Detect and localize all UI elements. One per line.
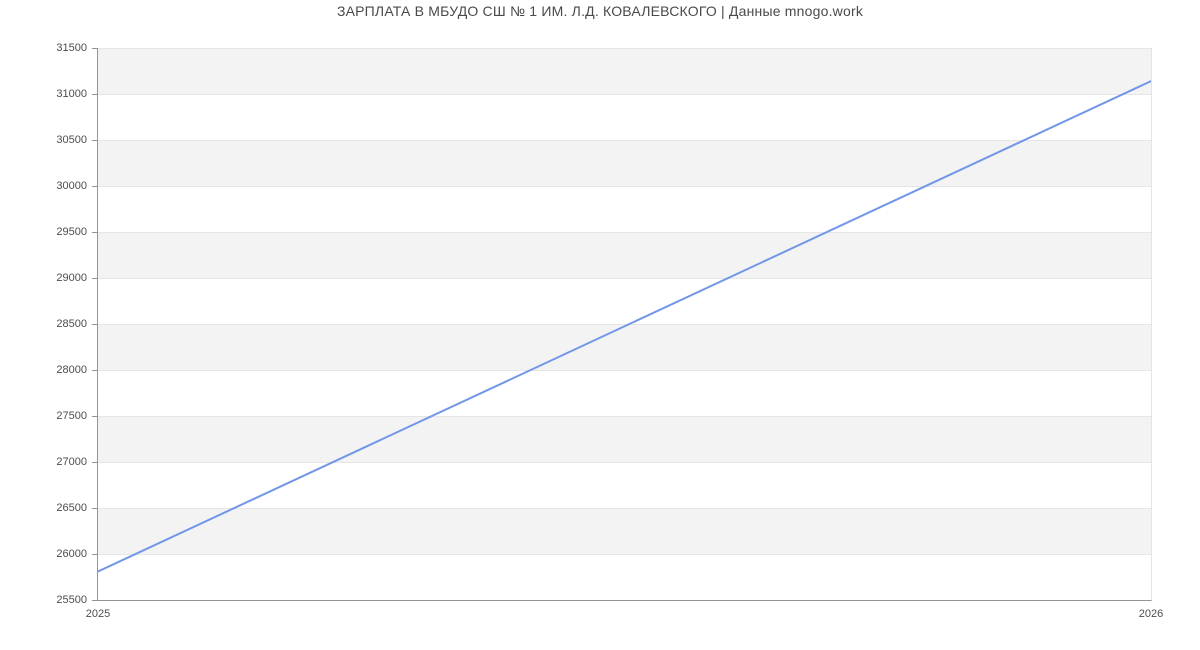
y-gridline bbox=[98, 140, 1151, 141]
background-band bbox=[98, 508, 1151, 554]
background-band bbox=[98, 278, 1151, 324]
y-tick-label: 25500 bbox=[56, 594, 87, 606]
y-tick-label: 26500 bbox=[56, 502, 87, 514]
y-gridline bbox=[98, 186, 1151, 187]
y-tick-mark bbox=[92, 462, 97, 463]
background-band bbox=[98, 416, 1151, 462]
y-tick-label: 28000 bbox=[56, 364, 87, 376]
y-gridline bbox=[98, 554, 1151, 555]
salary-line-series bbox=[98, 80, 1151, 573]
y-tick-mark bbox=[92, 324, 97, 325]
y-tick-mark bbox=[92, 416, 97, 417]
y-tick-label: 30000 bbox=[56, 180, 87, 192]
y-tick-mark bbox=[92, 370, 97, 371]
background-band bbox=[98, 554, 1151, 600]
y-tick-label: 29000 bbox=[56, 272, 87, 284]
y-gridline bbox=[98, 462, 1151, 463]
y-tick-mark bbox=[92, 140, 97, 141]
y-tick-mark bbox=[92, 508, 97, 509]
background-band bbox=[98, 462, 1151, 508]
background-band bbox=[98, 94, 1151, 140]
y-tick-mark bbox=[92, 600, 97, 601]
y-gridline bbox=[98, 416, 1151, 417]
background-band bbox=[98, 232, 1151, 278]
y-gridline bbox=[98, 324, 1151, 325]
y-gridline bbox=[98, 48, 1151, 49]
y-tick-mark bbox=[92, 48, 97, 49]
y-tick-label: 29500 bbox=[56, 226, 87, 238]
y-gridline bbox=[98, 232, 1151, 233]
background-band bbox=[98, 186, 1151, 232]
y-gridline bbox=[98, 370, 1151, 371]
y-tick-label: 27500 bbox=[56, 410, 87, 422]
y-tick-label: 27000 bbox=[56, 456, 87, 468]
y-gridline bbox=[98, 508, 1151, 509]
background-band bbox=[98, 48, 1151, 94]
y-gridline bbox=[98, 278, 1151, 279]
y-tick-mark bbox=[92, 554, 97, 555]
y-tick-label: 28500 bbox=[56, 318, 87, 330]
plot-area: 25500 26000 26500 27000 27500 28000 28500 29000… bbox=[56, 42, 1163, 620]
salary-line bbox=[98, 80, 1151, 573]
x-tick-label: 2026 bbox=[1138, 608, 1164, 620]
plot-canvas bbox=[98, 48, 1151, 600]
chart-title: ЗАРПЛАТА В МБУДО СШ № 1 ИМ. Л.Д. КОВАЛЕВ… bbox=[336, 3, 864, 19]
y-tick-label: 30500 bbox=[56, 134, 87, 146]
y-gridline bbox=[98, 94, 1151, 95]
y-tick-label: 31000 bbox=[56, 88, 87, 100]
y-tick-mark bbox=[92, 186, 97, 187]
y-tick-label: 26000 bbox=[56, 548, 87, 560]
y-tick-mark bbox=[92, 94, 97, 95]
x-tick-label: 2025 bbox=[85, 608, 111, 620]
background-band bbox=[98, 324, 1151, 370]
y-tick-mark bbox=[92, 232, 97, 233]
y-tick-label: 31500 bbox=[56, 42, 87, 54]
y-tick-mark bbox=[92, 278, 97, 279]
background-band bbox=[98, 370, 1151, 416]
